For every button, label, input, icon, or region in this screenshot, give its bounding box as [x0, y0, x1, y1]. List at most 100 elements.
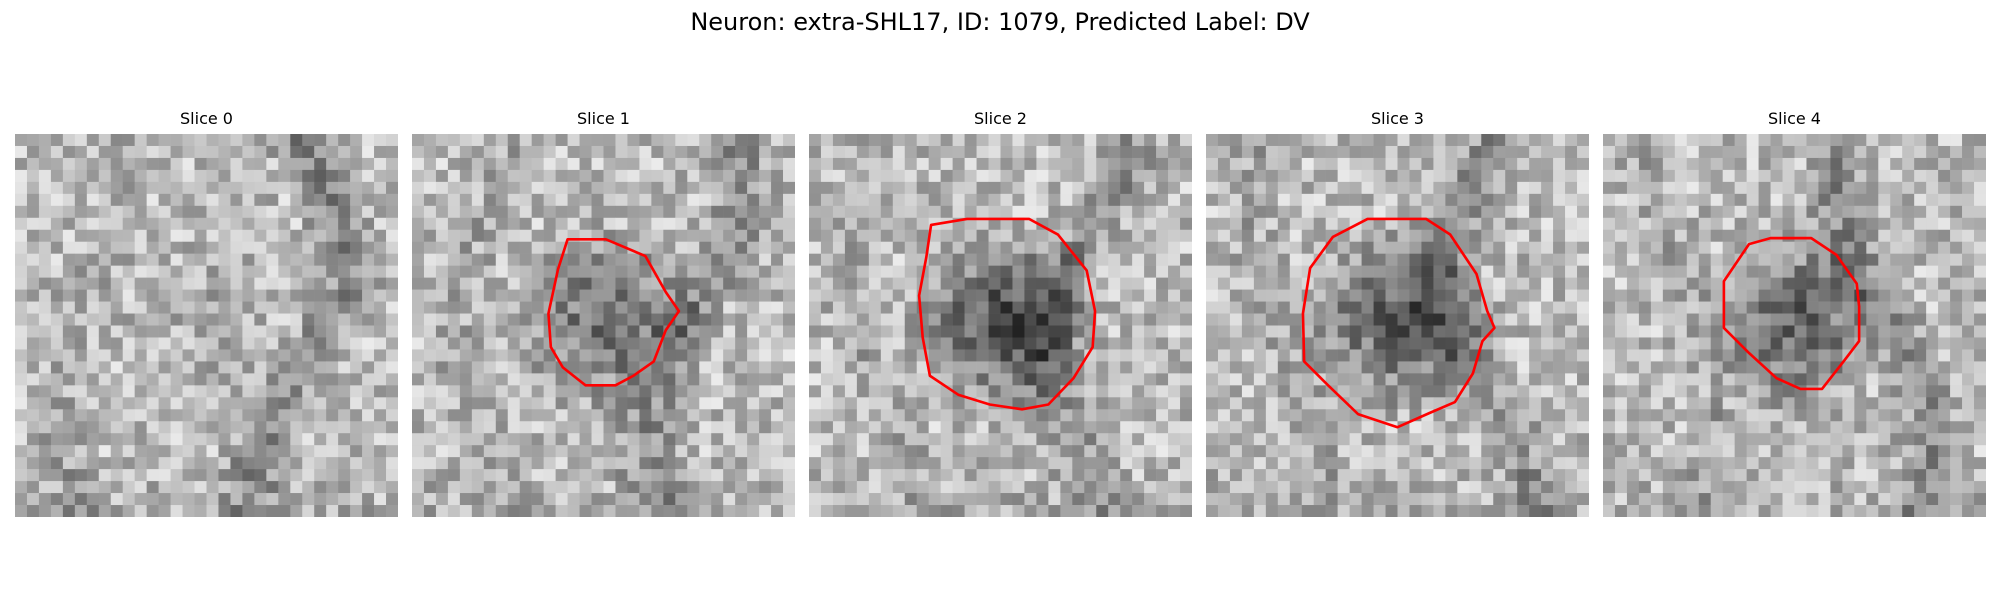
slice-pixel [1577, 277, 1589, 290]
slice-pixel [1301, 433, 1314, 446]
slice-pixel [1265, 421, 1279, 434]
slice-pixel [483, 241, 497, 254]
slice-pixel [146, 169, 159, 183]
slice-pixel [74, 397, 88, 410]
slice-pixel [362, 217, 375, 230]
slice-pixel [146, 493, 159, 506]
slice-pixel [122, 361, 135, 374]
slice-pixel [1529, 409, 1542, 422]
slice-pixel [1746, 433, 1759, 446]
slice-pixel [1277, 337, 1291, 350]
slice-pixel [423, 445, 437, 458]
slice-pixel [1758, 289, 1771, 302]
slice-pixel [483, 253, 497, 266]
slice-pixel [1445, 481, 1458, 494]
slice-pixel [1758, 373, 1771, 386]
slice-pixel [1541, 277, 1554, 290]
slice-pixel [1241, 169, 1255, 183]
slice-pixel [952, 169, 965, 183]
slice-pixel [615, 145, 628, 159]
slice-pixel [38, 157, 52, 171]
slice-pixel [759, 253, 772, 266]
slice-pixel [1517, 205, 1530, 219]
slice-pixel [374, 253, 387, 266]
slice-pixel [350, 349, 363, 362]
slice-pixel [110, 337, 123, 350]
slice-pixel [1782, 433, 1795, 446]
slice-pixel [447, 469, 461, 482]
slice-pixel [892, 229, 905, 242]
slice-pixel [555, 493, 568, 506]
slice-pixel [1253, 205, 1267, 219]
slice-pixel [1120, 397, 1133, 410]
slice-pixel [531, 289, 544, 302]
slice-pixel [74, 145, 88, 159]
slice-pixel [1180, 469, 1192, 482]
slice-pixel [38, 457, 52, 470]
slice-pixel [868, 301, 882, 314]
slice-pixel [266, 373, 279, 386]
slice-pixel [350, 445, 363, 458]
slice-pixel [1385, 241, 1398, 254]
slice-pixel [435, 325, 449, 338]
slice-pixel [567, 421, 580, 434]
slice-pixel [1156, 349, 1169, 362]
slice-pixel [627, 481, 640, 494]
slice-pixel [591, 409, 604, 422]
slice-pixel [350, 457, 363, 470]
slice-pixel [711, 169, 724, 183]
slice-pixel [1505, 253, 1518, 266]
slice-pixel [1710, 409, 1723, 422]
slice-pixel [1842, 169, 1855, 183]
slice-pixel [1048, 277, 1061, 290]
slice-pixel [928, 361, 941, 374]
slice-pixel [194, 385, 207, 398]
slice-pixel [615, 349, 628, 362]
slice-pixel [1048, 361, 1061, 374]
slice-pixel [1289, 397, 1302, 410]
slice-pixel [1072, 265, 1085, 278]
slice-pixel [1024, 277, 1037, 290]
slice-pixel [1603, 193, 1616, 207]
slice-pixel [314, 505, 327, 517]
slice-pixel [1144, 181, 1157, 195]
slice-pixel [1206, 349, 1219, 362]
slice-pixel [1710, 313, 1723, 326]
slice-pixel [507, 313, 520, 326]
slice-pixel [1313, 313, 1326, 326]
slice-pixel [1036, 349, 1049, 362]
slice-pixel [651, 217, 664, 230]
slice-pixel [170, 217, 183, 230]
slice-pixel [699, 337, 712, 350]
slice-pixel [747, 313, 760, 326]
slice-pixel [266, 493, 279, 506]
slice-pixel [1794, 457, 1807, 470]
slice-pixel [98, 205, 111, 219]
slice-pixel [868, 493, 882, 506]
slice-pixel [820, 421, 834, 434]
slice-pixel [567, 373, 580, 386]
slice-pixel [1373, 134, 1386, 147]
slice-pixel [1890, 241, 1903, 254]
slice-pixel [412, 385, 425, 398]
slice-pixel [1878, 229, 1891, 242]
slice-pixel [1650, 385, 1664, 398]
slice-pixel [1120, 505, 1133, 517]
slice-pixel [1686, 289, 1699, 302]
slice-pixel [579, 205, 592, 219]
slice-pixel [26, 181, 40, 195]
slice-pixel [1144, 193, 1157, 207]
slice-pixel [1206, 181, 1219, 195]
slice-pixel [1529, 349, 1542, 362]
slice-pixel [62, 193, 76, 207]
slice-pixel [711, 361, 724, 374]
slice-pixel [326, 361, 339, 374]
slice-pixel [38, 337, 52, 350]
slice-pixel [1770, 169, 1783, 183]
slice-pixel [1565, 241, 1578, 254]
slice-pixel [374, 193, 387, 207]
slice-pixel [1950, 313, 1963, 326]
slice-pixel [1505, 385, 1518, 398]
slice-pixel [1409, 313, 1422, 326]
slice-pixel [519, 349, 532, 362]
